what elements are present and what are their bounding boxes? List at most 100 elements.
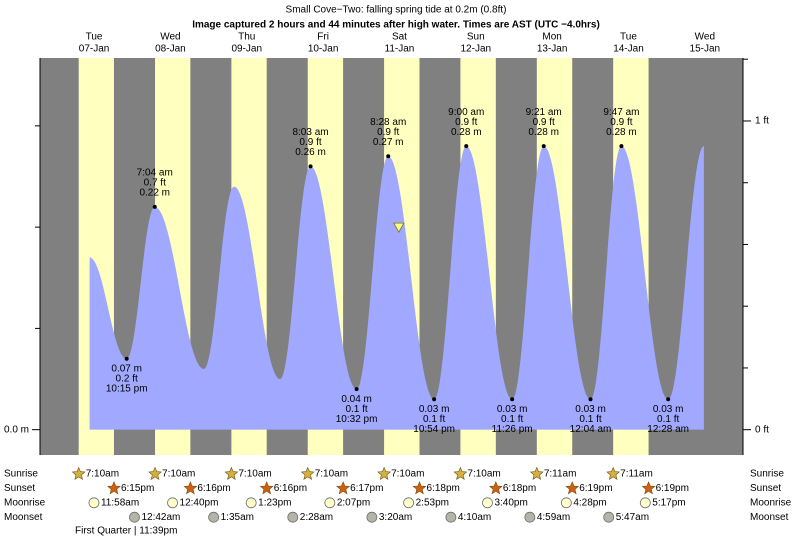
extreme-dot xyxy=(588,397,593,402)
row-time: 12:40pm xyxy=(180,497,219,508)
day-name: Mon xyxy=(542,32,561,43)
extreme-label: 0.9 ft xyxy=(455,117,477,128)
day-name: Tue xyxy=(620,32,637,43)
extreme-dot xyxy=(619,144,624,149)
row-time: 1:23pm xyxy=(258,497,291,508)
extreme-dot xyxy=(152,204,157,209)
row-time: 3:40pm xyxy=(494,497,527,508)
current-marker xyxy=(393,222,405,233)
extreme-dot xyxy=(464,144,469,149)
extreme-label: 0.9 ft xyxy=(533,117,555,128)
sun-icon xyxy=(71,466,86,480)
sun-icon xyxy=(183,481,198,495)
row-time: 6:19pm xyxy=(656,483,689,494)
row-label: Sunset xyxy=(4,483,35,494)
row-time: 7:10am xyxy=(467,469,500,480)
day-date: 08-Jan xyxy=(155,44,186,55)
moon-icon xyxy=(167,497,178,509)
moon-icon xyxy=(524,511,536,523)
extreme-label: 0.26 m xyxy=(295,147,326,158)
extreme-label: 0.03 m xyxy=(419,404,450,415)
extreme-label: 9:21 am xyxy=(526,107,562,118)
day-name: Fri xyxy=(317,32,329,43)
row-label: Sunrise xyxy=(4,469,38,480)
sun-icon xyxy=(377,466,392,480)
extreme-label: 0.28 m xyxy=(451,127,482,138)
row-time: 2:28am xyxy=(300,512,333,523)
row-time: 7:11am xyxy=(544,469,577,480)
extreme-label: 0.1 ft xyxy=(423,414,445,425)
extreme-label: 0.27 m xyxy=(373,137,404,148)
row-time: 7:11am xyxy=(620,469,653,480)
day-name: Wed xyxy=(695,32,715,43)
day-name: Wed xyxy=(160,32,180,43)
row-time: 12:42am xyxy=(141,512,180,523)
extreme-label: 8:28 am xyxy=(370,117,406,128)
extreme-dot xyxy=(354,387,359,392)
row-label: Moonset xyxy=(750,512,789,523)
day-date: 13-Jan xyxy=(537,44,568,55)
row-time: 7:10am xyxy=(86,469,119,480)
extreme-label: 0.2 ft xyxy=(116,373,138,384)
row-label: Moonrise xyxy=(4,497,46,508)
row-time: 6:16pm xyxy=(197,483,230,494)
row-time: 7:10am xyxy=(238,469,271,480)
moon-icon xyxy=(287,511,299,523)
sun-icon xyxy=(606,466,621,480)
extreme-label: 10:32 pm xyxy=(336,414,378,425)
extreme-label: 9:00 am xyxy=(448,107,484,118)
extreme-label: 11:26 pm xyxy=(492,424,533,435)
sun-icon xyxy=(259,481,274,495)
tide-area xyxy=(89,146,704,430)
row-time: 2:53pm xyxy=(416,497,449,508)
day-name: Sat xyxy=(392,32,407,43)
moon-icon xyxy=(482,497,493,509)
moon-icon xyxy=(88,497,100,509)
row-time: 5:17pm xyxy=(652,497,685,508)
day-date: 10-Jan xyxy=(308,44,339,55)
sun-icon xyxy=(336,481,351,495)
extreme-dot xyxy=(510,397,515,402)
extreme-label: 12:28 am xyxy=(647,424,689,435)
extreme-dot xyxy=(308,164,313,169)
extreme-label: 10:54 pm xyxy=(413,424,455,435)
row-time: 6:17pm xyxy=(350,483,383,494)
sun-icon xyxy=(224,466,239,480)
extreme-dot xyxy=(386,154,391,159)
row-time: 6:18pm xyxy=(503,483,536,494)
moon-icon xyxy=(603,511,615,523)
moon-icon xyxy=(639,497,651,509)
moon-icon xyxy=(245,497,257,509)
extreme-label: 10:15 pm xyxy=(106,383,148,394)
sun-icon xyxy=(641,481,656,495)
row-time: 1:35am xyxy=(221,512,254,523)
row-time: 6:18pm xyxy=(426,483,459,494)
row-time: 6:19pm xyxy=(579,483,612,494)
sun-icon xyxy=(565,481,580,495)
extreme-label: 0.28 m xyxy=(606,127,637,138)
row-time: 11:58am xyxy=(101,497,139,508)
moon-icon xyxy=(129,511,140,523)
row-time: 3:20am xyxy=(379,512,412,523)
y-tick-label: 0.0 m xyxy=(4,424,29,435)
row-time: 4:10am xyxy=(458,512,491,523)
extreme-label: 0.07 m xyxy=(111,363,142,374)
extreme-label: 0.03 m xyxy=(497,404,528,415)
row-time: 6:15pm xyxy=(121,483,154,494)
extreme-label: 0.1 ft xyxy=(579,414,601,425)
moon-icon xyxy=(560,497,572,509)
sun-icon xyxy=(148,466,162,480)
extreme-label: 0.04 m xyxy=(341,394,372,405)
extreme-label: 0.1 ft xyxy=(501,414,523,425)
extreme-label: 0.1 ft xyxy=(657,414,679,425)
chart-title: Small Cove−Two: falling spring tide at 0… xyxy=(286,5,507,16)
sun-icon xyxy=(107,481,121,495)
day-date: 09-Jan xyxy=(231,44,262,55)
sun-icon xyxy=(529,466,544,480)
extreme-label: 9:47 am xyxy=(603,107,639,118)
row-time: 5:47am xyxy=(616,512,649,523)
extreme-label: 0.7 ft xyxy=(144,178,166,189)
extreme-label: 0.9 ft xyxy=(377,127,399,138)
row-label: Sunset xyxy=(750,483,781,494)
